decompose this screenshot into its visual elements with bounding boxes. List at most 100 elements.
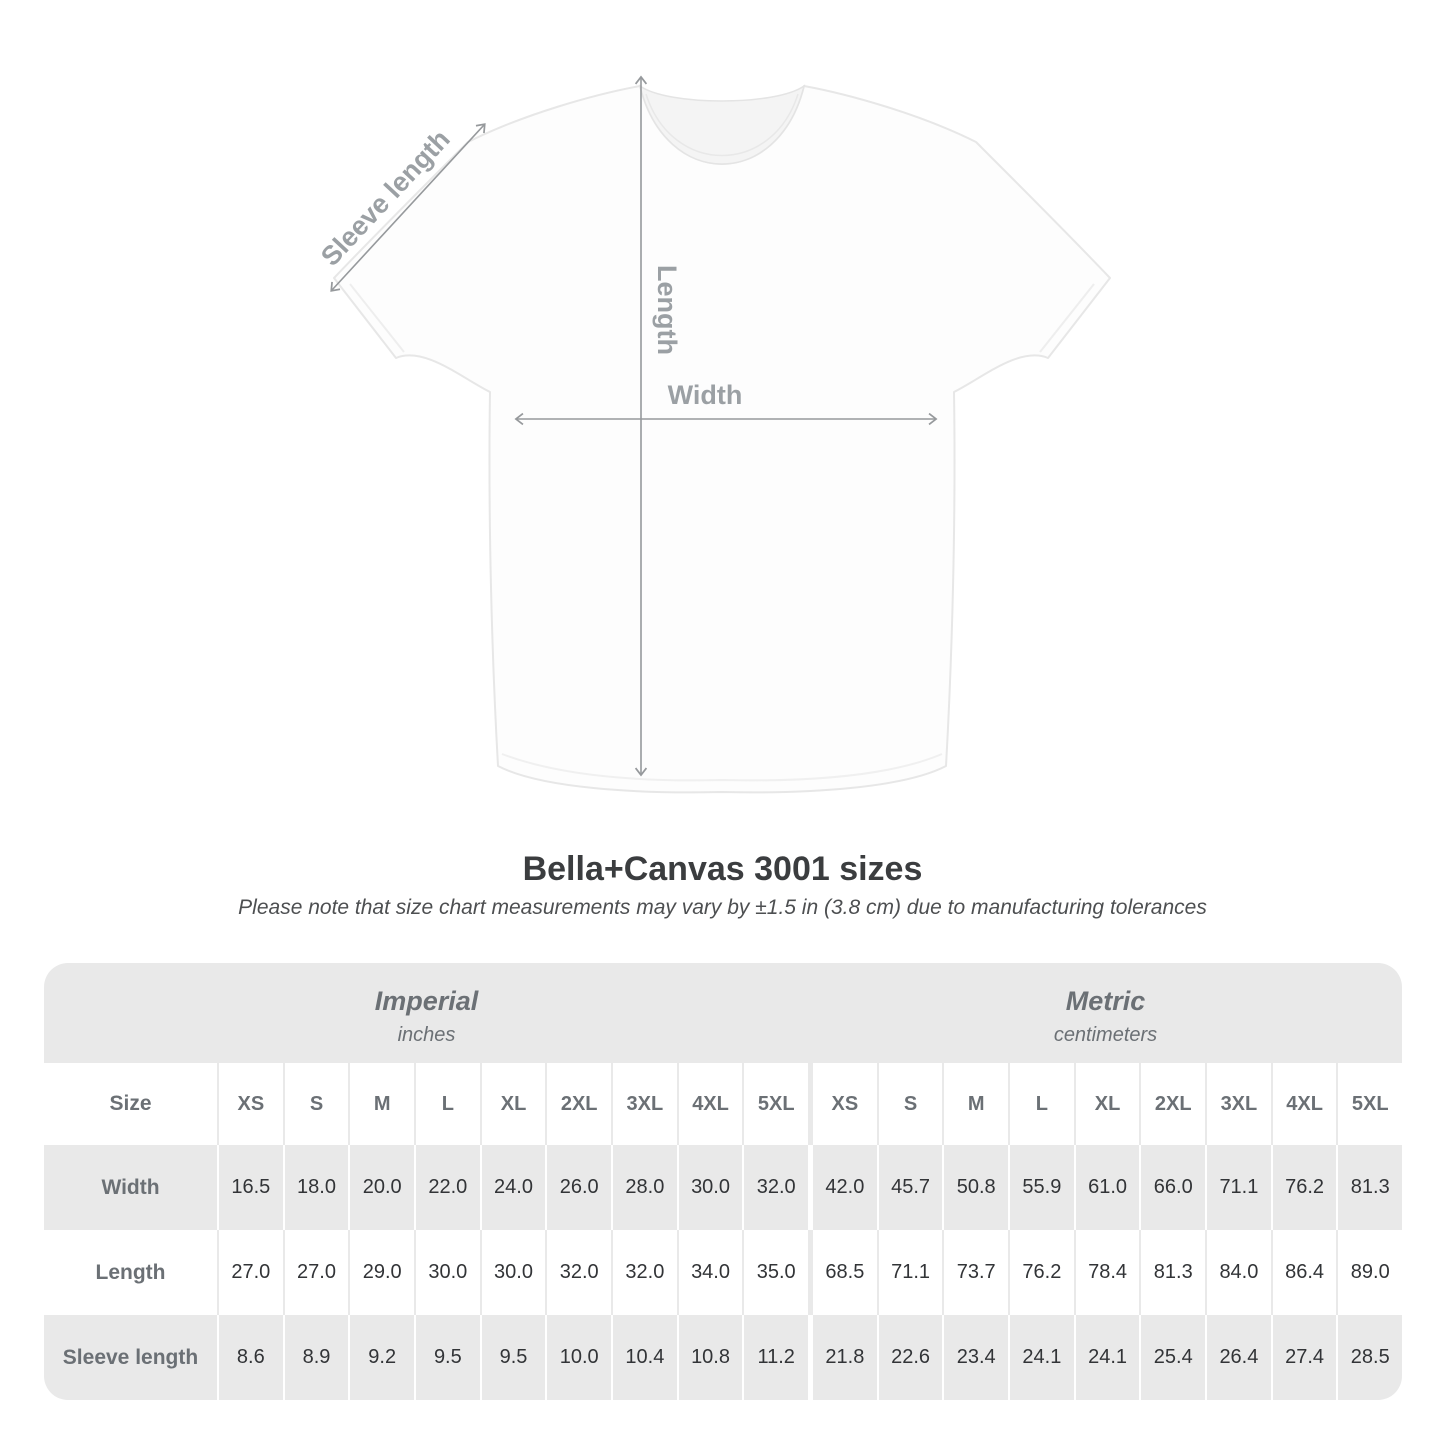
table-cell: 42.0 — [808, 1145, 877, 1230]
row-label: Length — [95, 1260, 166, 1284]
table-cell: 32.0 — [742, 1145, 808, 1230]
table-cell: 55.9 — [1008, 1145, 1074, 1230]
table-unit-band: Imperial inches Metric centimeters — [44, 963, 1402, 1063]
table-row-length: Length 27.0 27.0 29.0 30.0 30.0 32.0 32.0 34.0 35… — [44, 1230, 1402, 1315]
table-cell: 20.0 — [348, 1145, 414, 1230]
size-column-header: XS — [808, 1063, 877, 1145]
size-column-header: L — [414, 1063, 480, 1145]
table-cell: 27.4 — [1270, 1315, 1337, 1400]
table-cell: 8.9 — [282, 1315, 349, 1400]
table-cell: 30.0 — [479, 1230, 546, 1315]
size-column-header: 2XL — [545, 1063, 611, 1145]
table-cell: 21.8 — [808, 1315, 877, 1400]
table-rows: Width 16.5 18.0 20.0 22.0 24.0 26.0 28.0 30.0 32.… — [44, 1145, 1402, 1400]
table-cell: 11.2 — [742, 1315, 808, 1400]
table-cell: 81.3 — [1139, 1230, 1205, 1315]
table-cell: 76.2 — [1270, 1145, 1337, 1230]
page-subtitle: Please note that size chart measurements… — [238, 896, 1207, 919]
metric-section-header: Metric centimeters — [809, 963, 1402, 1063]
table-cell: 66.0 — [1139, 1145, 1205, 1230]
table-cell: 10.4 — [611, 1315, 677, 1400]
imperial-unit: inches — [397, 1023, 456, 1046]
table-cell: 76.2 — [1008, 1230, 1074, 1315]
table-cell: 28.5 — [1336, 1315, 1402, 1400]
table-cell: 89.0 — [1336, 1230, 1402, 1315]
size-column-header: XS — [217, 1063, 283, 1145]
tshirt-collar-opening — [638, 84, 806, 165]
size-column-header: 3XL — [1205, 1063, 1271, 1145]
table-cell: 16.5 — [217, 1145, 283, 1230]
tshirt-left-sleeve-seam — [349, 283, 405, 353]
table-cell: 24.1 — [1008, 1315, 1074, 1400]
metric-title: Metric — [1065, 985, 1146, 1016]
table-cell: 35.0 — [742, 1230, 808, 1315]
table-cell: 10.0 — [545, 1315, 611, 1400]
size-column-header: XL — [479, 1063, 546, 1145]
size-column-header: M — [942, 1063, 1008, 1145]
width-label: Width — [668, 380, 743, 410]
size-column-header: 5XL — [1336, 1063, 1402, 1145]
table-cell: 27.0 — [217, 1230, 283, 1315]
size-header-row: Size XS S M L XL 2XL 3XL 4XL 5XL XS S M L XL 2XL 3XL 4XL 5… — [44, 1063, 1402, 1145]
table-cell: 22.6 — [876, 1315, 943, 1400]
table-cell: 9.5 — [414, 1315, 480, 1400]
table-cell: 26.4 — [1205, 1315, 1271, 1400]
table-cell: 32.0 — [545, 1230, 611, 1315]
tshirt-outline — [333, 85, 1111, 794]
table-cell: 24.0 — [479, 1145, 546, 1230]
tshirt-right-sleeve-seam — [1039, 283, 1095, 353]
table-cell: 22.0 — [414, 1145, 480, 1230]
size-column-header: 4XL — [676, 1063, 743, 1145]
table-cell: 10.8 — [676, 1315, 743, 1400]
size-column-header: S — [282, 1063, 349, 1145]
sleeve-dimension-arrow — [330, 123, 486, 292]
size-column-header: M — [348, 1063, 414, 1145]
table-cell: 25.4 — [1139, 1315, 1205, 1400]
table-row-width: Width 16.5 18.0 20.0 22.0 24.0 26.0 28.0 30.0 32.… — [44, 1145, 1402, 1230]
table-cell: 30.0 — [414, 1230, 480, 1315]
size-column-header: S — [876, 1063, 943, 1145]
table-cell: 23.4 — [942, 1315, 1008, 1400]
tshirt-hem-seam — [501, 753, 943, 782]
table-cell: 84.0 — [1205, 1230, 1271, 1315]
table-cell: 9.5 — [479, 1315, 546, 1400]
table-cell: 30.0 — [676, 1145, 743, 1230]
size-column-header: 4XL — [1270, 1063, 1337, 1145]
table-cell: 34.0 — [676, 1230, 743, 1315]
row-label: Width — [101, 1175, 160, 1199]
size-column-header: XL — [1073, 1063, 1140, 1145]
table-cell: 61.0 — [1073, 1145, 1140, 1230]
table-cell: 8.6 — [217, 1315, 283, 1400]
length-label: Length — [652, 265, 682, 355]
table-cell: 29.0 — [348, 1230, 414, 1315]
table-cell: 28.0 — [611, 1145, 677, 1230]
table-cell: 32.0 — [611, 1230, 677, 1315]
size-table: Imperial inches Metric centimeters Size X… — [44, 963, 1402, 1400]
metric-unit: centimeters — [1053, 1023, 1158, 1046]
size-column-header: 2XL — [1139, 1063, 1205, 1145]
table-cell: 18.0 — [282, 1145, 349, 1230]
table-row-sleeve-length: Sleeve length 8.6 8.9 9.2 9.5 9.5 10.0 10.4 10.8… — [44, 1315, 1402, 1400]
size-column-header: 5XL — [742, 1063, 808, 1145]
table-cell: 81.3 — [1336, 1145, 1402, 1230]
table-cell: 24.1 — [1073, 1315, 1140, 1400]
tshirt-collar-seam — [645, 93, 799, 157]
table-cell: 71.1 — [876, 1230, 943, 1315]
tshirt-measurement-diagram: Sleeve length Length Width — [315, 75, 1111, 794]
table-cell: 78.4 — [1073, 1230, 1140, 1315]
table-cell: 68.5 — [808, 1230, 877, 1315]
table-cell: 45.7 — [876, 1145, 943, 1230]
size-column-header: 3XL — [611, 1063, 677, 1145]
size-corner-header: Size — [109, 1092, 152, 1115]
imperial-section-header: Imperial inches — [44, 963, 809, 1063]
row-label: Sleeve length — [62, 1345, 199, 1369]
table-cell: 73.7 — [942, 1230, 1008, 1315]
table-cell: 9.2 — [348, 1315, 414, 1400]
size-column-header: L — [1008, 1063, 1074, 1145]
table-cell: 26.0 — [545, 1145, 611, 1230]
table-cell: 71.1 — [1205, 1145, 1271, 1230]
table-cell: 86.4 — [1270, 1230, 1337, 1315]
imperial-title: Imperial — [374, 985, 479, 1016]
table-cell: 27.0 — [282, 1230, 349, 1315]
page-title: Bella+Canvas 3001 sizes — [522, 850, 923, 888]
